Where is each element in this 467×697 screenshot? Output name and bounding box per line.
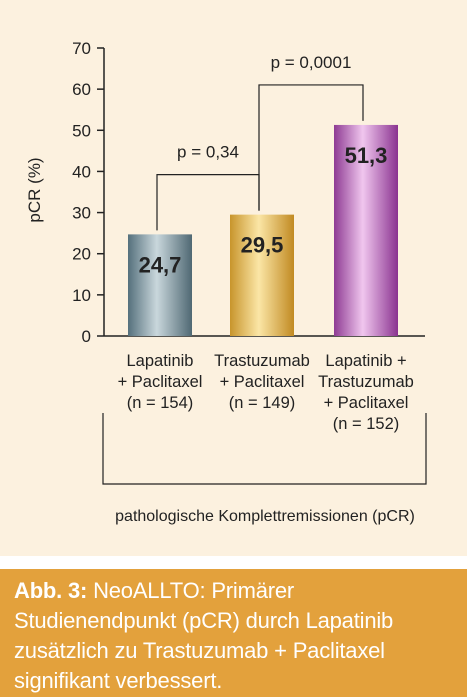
caption-label: Abb. 3:: [14, 578, 88, 603]
x-category-label-line: Trastuzumab: [318, 373, 414, 391]
y-tick-label: 0: [82, 327, 91, 346]
significance-bracket: [258, 84, 364, 211]
x-category-label-line: Lapatinib +: [325, 352, 406, 370]
y-tick-label: 20: [72, 245, 91, 264]
x-category-label-line: + Paclitaxel: [220, 373, 305, 391]
bar: [334, 124, 398, 337]
y-tick-label: 50: [72, 121, 91, 140]
group-bracket: [102, 413, 427, 485]
figure-caption: Abb. 3: NeoALLTO: Primärer Studienendpun…: [14, 576, 456, 696]
p-value-label: p = 0,0001: [271, 53, 352, 72]
y-tick-label: 10: [72, 286, 91, 305]
x-category-label-line: (n = 152): [333, 415, 400, 433]
x-category-label-line: Trastuzumab: [214, 352, 310, 370]
bar: [230, 214, 294, 336]
bar-value-label: 51,3: [345, 143, 388, 168]
x-axis-label: pathologische Komplettremissionen (pCR): [115, 508, 415, 525]
x-category-label-line: Lapatinib: [127, 352, 194, 370]
x-category-label: Lapatinib + Paclitaxel (n = 154): [118, 352, 203, 412]
x-category-label-line: + Paclitaxel: [118, 373, 203, 391]
x-category-label: Lapatinib + Trastuzumab + Paclitaxel (n = 1…: [318, 352, 414, 433]
bar: [128, 234, 192, 336]
y-axis-label: pCR (%): [25, 157, 44, 222]
y-tick-label: 30: [72, 204, 91, 223]
y-tick-label: 70: [72, 39, 91, 58]
x-category-label-line: + Paclitaxel: [324, 394, 409, 412]
bar-chart: pCR (%) 0 10 20 30 40 50 60 70 24,7 29,5 51,3 p =…: [25, 39, 427, 525]
y-tick-label: 40: [72, 162, 91, 181]
y-tick-label: 60: [72, 80, 91, 99]
x-category-label: Trastuzumab + Paclitaxel (n = 149): [214, 352, 310, 412]
x-category-label-line: (n = 149): [229, 394, 296, 412]
caption-text: NeoALLTO: Primärer Studienendpunkt (pCR)…: [14, 578, 394, 693]
caption-box: [0, 569, 467, 697]
x-category-label-line: (n = 154): [127, 394, 194, 412]
p-value-label: p = 0,34: [177, 143, 239, 162]
bar-value-label: 24,7: [139, 252, 182, 277]
bar-value-label: 29,5: [241, 233, 284, 258]
